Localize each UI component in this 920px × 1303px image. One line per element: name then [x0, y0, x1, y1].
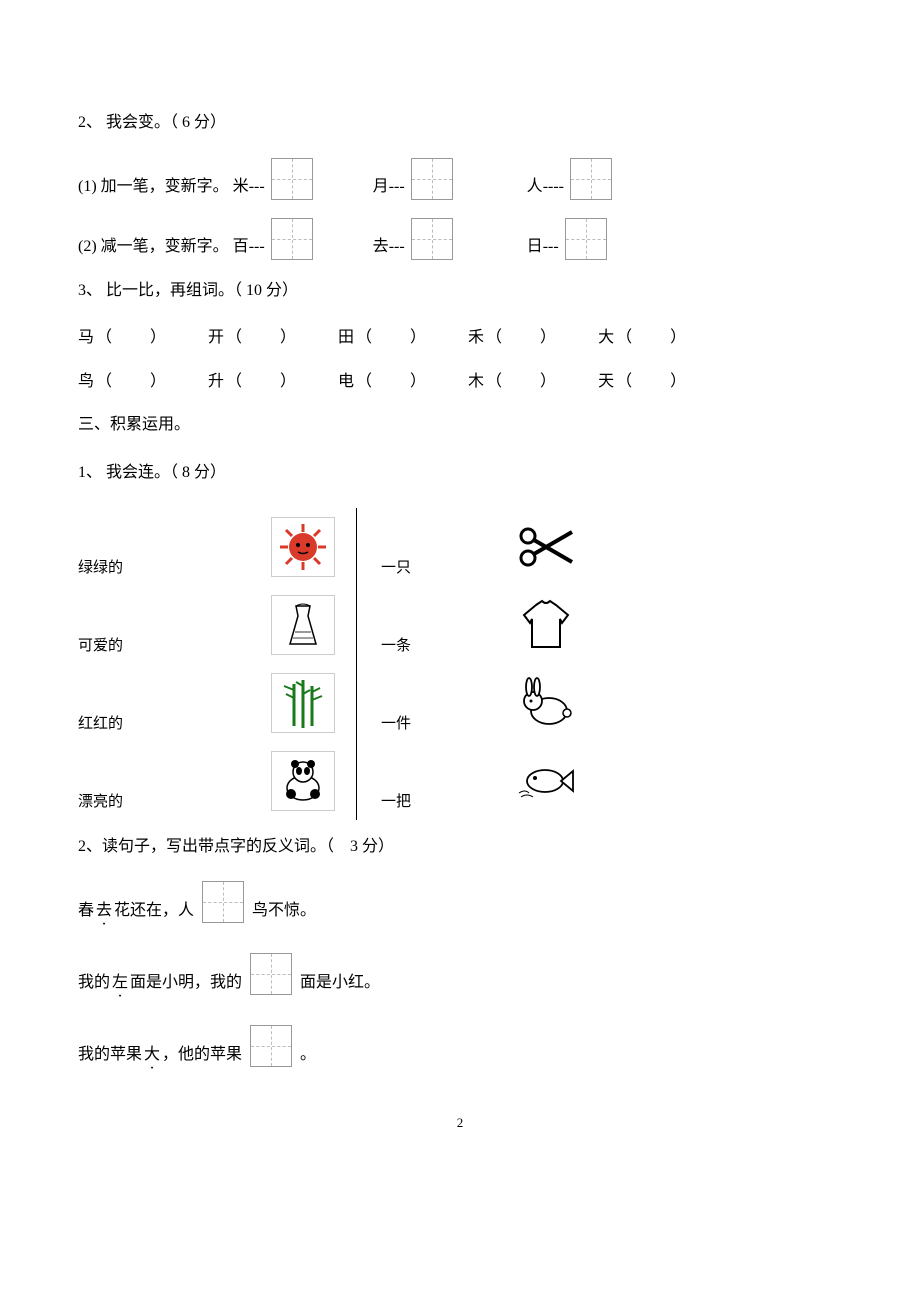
scissors-icon — [514, 517, 578, 577]
q3-row2: 鸟（ ） 升（ ） 电（ ） 木（ ） 天（ ） — [78, 369, 842, 395]
match-left-label[interactable]: 绿绿的 — [78, 556, 123, 586]
text: ，他的苹果 — [162, 1042, 242, 1068]
q2-line1-prefix: (1) 加一笔，变新字。 — [78, 174, 229, 200]
tian-box[interactable] — [271, 218, 313, 260]
text: 鸟不惊。 — [252, 898, 316, 924]
tian-box[interactable] — [570, 158, 612, 200]
text: 我的 — [78, 970, 110, 996]
vertical-divider — [356, 508, 357, 820]
pair-item[interactable]: 电（ ） — [338, 369, 428, 395]
q2-line2: (2) 减一笔，变新字。 百 --- 去--- 日--- — [78, 218, 842, 260]
q2-line2-prefix: (2) 减一笔，变新字。 — [78, 234, 229, 260]
dash: --- — [389, 234, 405, 260]
pair-item[interactable]: 田（ ） — [338, 325, 428, 351]
q1b-header: 1、 我会连。（ 8 分） — [78, 460, 842, 486]
pair-item[interactable]: 天（ ） — [598, 369, 688, 395]
tian-box[interactable] — [250, 1025, 292, 1067]
tian-box[interactable] — [565, 218, 607, 260]
pair-item[interactable]: 大（ ） — [598, 325, 688, 351]
match-mid-label[interactable]: 一件 — [381, 712, 411, 742]
q3-header: 3、 比一比，再组词。（ 10 分） — [78, 278, 842, 304]
page-number: 2 — [78, 1113, 842, 1134]
q2b-sentence-3: 我的苹果 大 ，他的苹果 。 — [78, 1025, 842, 1067]
pair-item[interactable]: 马（ ） — [78, 325, 168, 351]
match-mid-label[interactable]: 一把 — [381, 790, 411, 820]
text: 花还在，人 — [114, 898, 194, 924]
fish-icon — [514, 751, 578, 811]
q2-line1: (1) 加一笔，变新字。 米 --- 月--- 人---- — [78, 158, 842, 200]
pair-item[interactable]: 鸟（ ） — [78, 369, 168, 395]
tian-box[interactable] — [271, 158, 313, 200]
text: 面是小明，我的 — [130, 970, 242, 996]
panda-icon — [271, 751, 335, 811]
match-mid-label[interactable]: 一条 — [381, 634, 411, 664]
match-right-images — [501, 508, 591, 820]
q3-row1: 马（ ） 开（ ） 田（ ） 禾（ ） 大（ ） — [78, 325, 842, 351]
match-left-labels: 绿绿的 可爱的 红红的 漂亮的 — [78, 508, 258, 820]
q2-l1-char-2: 人 — [527, 174, 543, 200]
tian-box[interactable] — [250, 953, 292, 995]
sun-icon — [271, 517, 335, 577]
match-container: 绿绿的 可爱的 红红的 漂亮的 一只 一条 一件 一把 — [78, 508, 842, 820]
match-mid-label[interactable]: 一只 — [381, 556, 411, 586]
dotted-char: 左 — [112, 970, 128, 996]
q2-l1-char-1: 月 — [373, 174, 389, 200]
text: 春 — [78, 898, 94, 924]
tian-box[interactable] — [411, 158, 453, 200]
q2-header: 2、 我会变。（ 6 分） — [78, 110, 842, 136]
match-left-label[interactable]: 漂亮的 — [78, 790, 123, 820]
q2-l1-char-0: 米 — [233, 174, 249, 200]
bamboo-icon — [271, 673, 335, 733]
dash: --- — [543, 234, 559, 260]
section3-header: 三、积累运用。 — [78, 412, 842, 438]
pair-item[interactable]: 木（ ） — [468, 369, 558, 395]
pair-item[interactable]: 开（ ） — [208, 325, 298, 351]
pair-item[interactable]: 升（ ） — [208, 369, 298, 395]
q2b-sentence-2: 我的 左 面是小明，我的 面是小红。 — [78, 953, 842, 995]
q2-l2-char-0: 百 — [233, 234, 249, 260]
dotted-char: 大 — [144, 1042, 160, 1068]
tian-box[interactable] — [202, 881, 244, 923]
dash: --- — [389, 174, 405, 200]
dash: ---- — [543, 174, 564, 200]
dress-icon — [271, 595, 335, 655]
dash: --- — [249, 234, 265, 260]
tian-box[interactable] — [411, 218, 453, 260]
text: 我的苹果 — [78, 1042, 142, 1068]
match-mid-labels: 一只 一条 一件 一把 — [381, 508, 461, 820]
q2b-sentence-1: 春 去 花还在，人 鸟不惊。 — [78, 881, 842, 923]
dotted-char: 去 — [96, 898, 112, 924]
q2-l2-char-2: 日 — [527, 234, 543, 260]
q2b-header: 2、读句子，写出带点字的反义词。（ 3 分） — [78, 834, 842, 860]
q2-l2-char-1: 去 — [373, 234, 389, 260]
dash: --- — [249, 174, 265, 200]
match-left-images — [258, 508, 348, 820]
text: 。 — [300, 1042, 316, 1068]
match-left-label[interactable]: 可爱的 — [78, 634, 123, 664]
pair-item[interactable]: 禾（ ） — [468, 325, 558, 351]
shirt-icon — [514, 595, 578, 655]
match-left-label[interactable]: 红红的 — [78, 712, 123, 742]
rabbit-icon — [514, 673, 578, 733]
text: 面是小红。 — [300, 970, 380, 996]
